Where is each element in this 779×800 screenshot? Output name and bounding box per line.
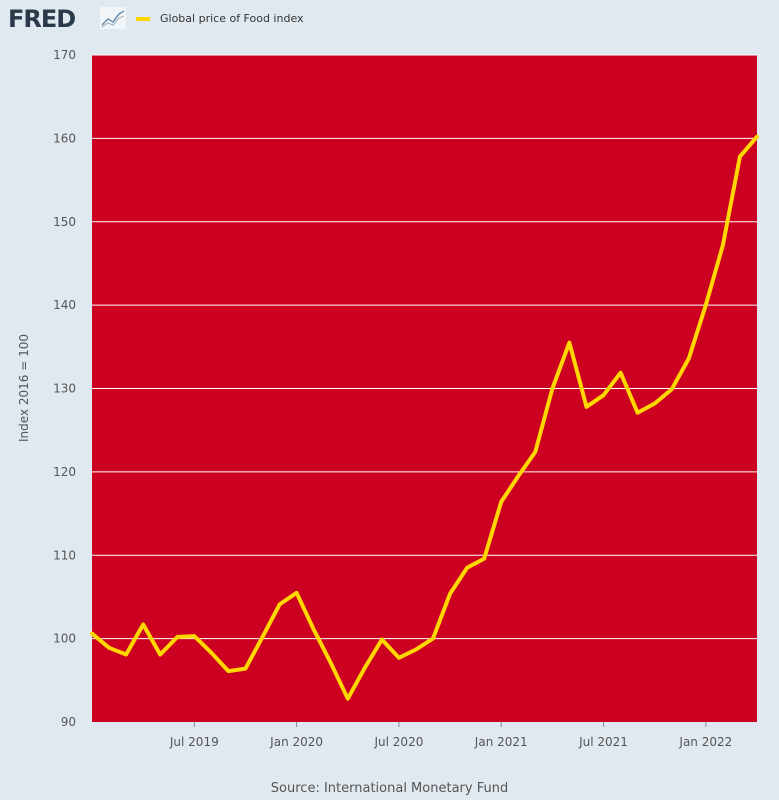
y-tick-label: 170	[53, 48, 76, 62]
legend-label: Global price of Food index	[160, 12, 304, 25]
x-axis-ticks: Jul 2019 Jan 2020 Jul 2020 Jan 2021 Jul 2021…	[169, 722, 732, 749]
y-tick-label: 110	[53, 548, 76, 562]
fred-logo[interactable]: FRED	[8, 5, 76, 33]
x-tick-label: Jul 2019	[169, 735, 219, 749]
x-tick-label: Jan 2022	[678, 735, 732, 749]
x-tick-label: Jul 2020	[374, 735, 424, 749]
header: FRED Global price of Food index	[0, 0, 779, 40]
y-tick-label: 140	[53, 298, 76, 312]
y-tick-label: 90	[61, 715, 76, 729]
x-tick-label: Jul 2021	[578, 735, 628, 749]
trend-chart-icon	[100, 7, 126, 29]
legend-swatch	[136, 17, 150, 21]
y-axis-ticks: 90 100 110 120 130 140 150 160 170	[53, 48, 76, 729]
x-tick-label: Jan 2021	[474, 735, 528, 749]
y-axis-label: Index 2016 = 100	[17, 334, 31, 442]
y-tick-label: 130	[53, 382, 76, 396]
series-line	[90, 134, 759, 701]
y-tick-label: 160	[53, 131, 76, 145]
gridlines	[92, 54, 757, 640]
y-tick-label: 120	[53, 465, 76, 479]
y-tick-label: 150	[53, 215, 76, 229]
source-note[interactable]: Source: International Monetary Fund	[270, 781, 509, 796]
x-tick-label: Jan 2020	[269, 735, 323, 749]
y-tick-label: 100	[53, 632, 76, 646]
